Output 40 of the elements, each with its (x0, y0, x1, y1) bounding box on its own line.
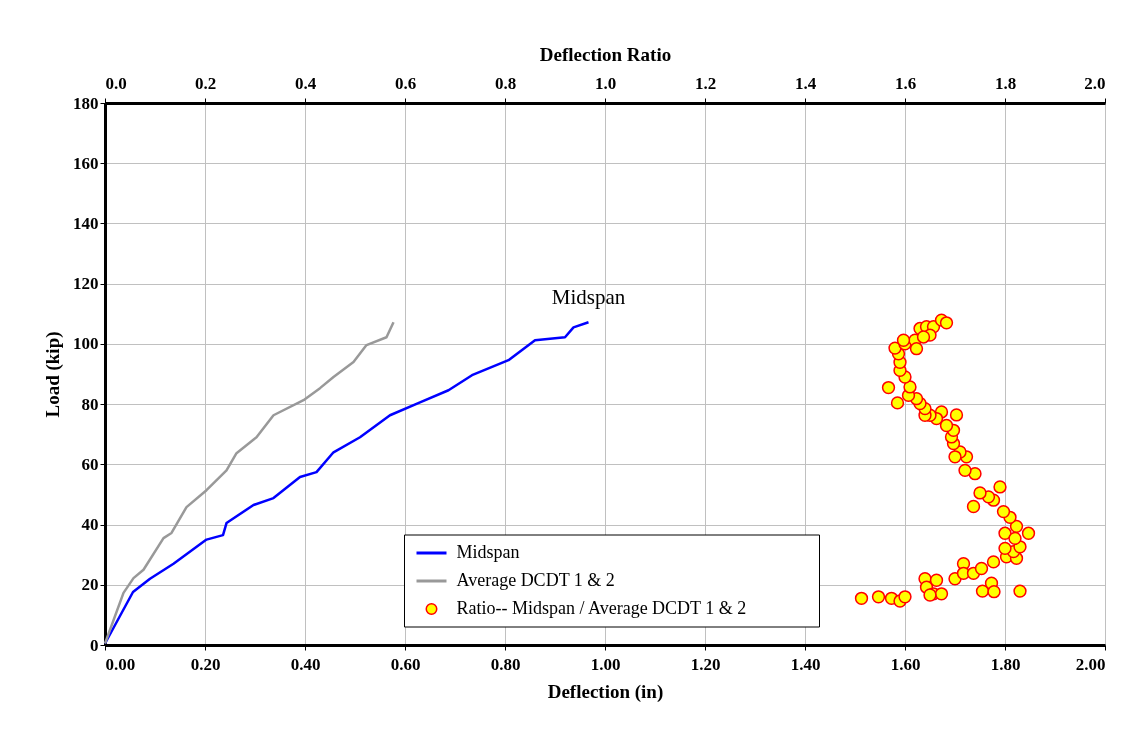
y-tick-label: 20 (81, 575, 99, 595)
line-series (103, 320, 395, 645)
x-tick-label: 0.00 (105, 654, 136, 674)
legend-label: Average DCDT 1 & 2 (456, 570, 615, 590)
x-tick-label: 0.60 (390, 654, 421, 674)
x-tick-label: 1.60 (890, 654, 921, 674)
x2-axis-title: Deflection Ratio (539, 43, 672, 65)
x2-tick-label: 1.0 (594, 73, 617, 93)
y-tick-label: 140 (73, 213, 99, 233)
annotation: Midspan (551, 285, 626, 310)
y-tick-label: 120 (73, 274, 99, 294)
y-tick-label: 60 (81, 454, 99, 474)
x2-tick-label: 1.4 (794, 73, 817, 93)
y-axis-title: Load (kip) (42, 331, 64, 418)
x2-tick-label: 0.6 (394, 73, 417, 93)
x2-tick-label: 1.8 (994, 73, 1017, 93)
x-tick-label: 0.20 (190, 654, 221, 674)
x-tick-label: 1.40 (790, 654, 821, 674)
x2-tick-label: 0.2 (194, 73, 217, 93)
x-tick-label: 1.00 (590, 654, 621, 674)
y-tick-label: 160 (73, 153, 99, 173)
x-tick-label: 0.80 (490, 654, 521, 674)
x2-tick-label: 2.0 (1084, 73, 1106, 93)
x2-tick-label: 0.0 (105, 73, 127, 93)
x2-tick-label: 0.4 (294, 73, 317, 93)
y-tick-label: 40 (81, 515, 99, 535)
y-tick-label: 0 (90, 635, 99, 655)
x-tick-label: 0.40 (290, 654, 321, 674)
legend-label: Midspan (456, 542, 520, 562)
y-tick-label: 100 (73, 334, 99, 354)
y-tick-label: 80 (81, 394, 99, 414)
x-tick-label: 1.20 (690, 654, 721, 674)
x-axis-title: Deflection (in) (547, 680, 664, 703)
legend-label: Ratio-- Midspan / Average DCDT 1 & 2 (456, 598, 747, 618)
x-tick-label: 1.80 (990, 654, 1021, 674)
x2-tick-label: 1.2 (694, 73, 717, 93)
y-tick-label: 180 (73, 93, 99, 113)
x-tick-label: 2.00 (1075, 654, 1106, 674)
x2-tick-label: 0.8 (494, 73, 517, 93)
x2-tick-label: 1.6 (894, 73, 917, 93)
